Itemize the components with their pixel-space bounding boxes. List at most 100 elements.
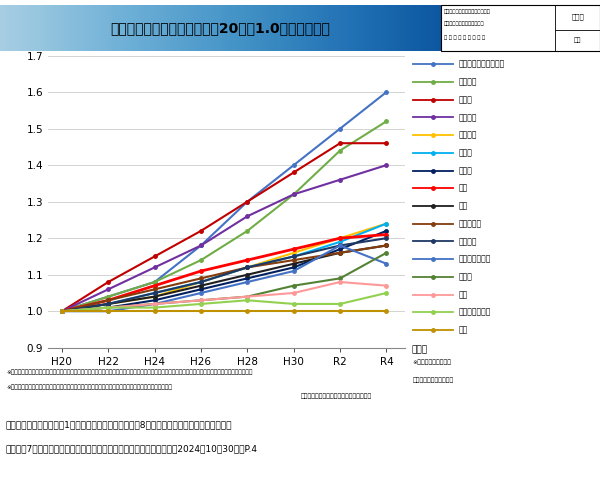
脳神経外科 bbox=[58, 308, 65, 314]
外科 bbox=[58, 308, 65, 314]
放射線科 bbox=[244, 213, 251, 219]
精神科 bbox=[383, 221, 390, 227]
Line: 産科・産婦人科: 産科・産婦人科 bbox=[60, 244, 388, 313]
形成外科 bbox=[58, 308, 65, 314]
Text: 形成外科: 形成外科 bbox=[458, 78, 477, 86]
Line: 整形外科: 整形外科 bbox=[60, 237, 388, 313]
リハビリテーション科 bbox=[290, 162, 298, 168]
眼科 bbox=[151, 301, 158, 307]
Text: 令 和 ６ 年 １ 月 ２ ９ 日: 令 和 ６ 年 １ 月 ２ ９ 日 bbox=[444, 35, 485, 40]
Text: 泌尿器科: 泌尿器科 bbox=[458, 131, 477, 140]
精神科 bbox=[337, 239, 344, 245]
眼科 bbox=[383, 283, 390, 288]
Text: 小児科: 小児科 bbox=[458, 272, 472, 282]
リハビリテーション科 bbox=[151, 279, 158, 285]
形成外科 bbox=[104, 294, 112, 299]
Line: 放射線科: 放射線科 bbox=[60, 163, 388, 313]
泌尿器科 bbox=[151, 294, 158, 299]
総数 bbox=[290, 246, 298, 252]
麻酔科 bbox=[197, 228, 205, 234]
総数 bbox=[197, 268, 205, 274]
リハビリテーション科 bbox=[383, 89, 390, 95]
Text: 選択された診療科を集計: 選択された診療科を集計 bbox=[413, 377, 454, 383]
Text: 精神科: 精神科 bbox=[458, 148, 472, 157]
麻酔科 bbox=[244, 199, 251, 205]
眼科 bbox=[337, 279, 344, 285]
放射線科 bbox=[383, 162, 390, 168]
Text: 整形外科: 整形外科 bbox=[458, 237, 477, 246]
小児科 bbox=[337, 275, 344, 281]
整形外科 bbox=[58, 308, 65, 314]
小児科 bbox=[58, 308, 65, 314]
皮膚科 bbox=[244, 275, 251, 281]
産科・産婦人科 bbox=[104, 308, 112, 314]
リハビリテーション科 bbox=[104, 294, 112, 299]
Text: 脳神経外科: 脳神経外科 bbox=[458, 219, 481, 228]
整形外科 bbox=[383, 235, 390, 241]
脳神経外科 bbox=[197, 275, 205, 281]
総数 bbox=[244, 257, 251, 263]
総数 bbox=[58, 308, 65, 314]
耳鼻いんこう科 bbox=[244, 298, 251, 303]
リハビリテーション科 bbox=[244, 199, 251, 205]
脳神経外科 bbox=[337, 250, 344, 256]
Text: リハビリテーション科: リハビリテーション科 bbox=[458, 60, 505, 69]
形成外科 bbox=[151, 279, 158, 285]
耳鼻いんこう科 bbox=[104, 305, 112, 311]
Line: 総数: 総数 bbox=[60, 233, 388, 313]
リハビリテーション科 bbox=[197, 242, 205, 248]
精神科 bbox=[58, 308, 65, 314]
Text: 耳鼻いんこう科: 耳鼻いんこう科 bbox=[458, 308, 491, 317]
泌尿器科 bbox=[244, 265, 251, 270]
精神科 bbox=[244, 265, 251, 270]
総数 bbox=[337, 235, 344, 241]
外科 bbox=[104, 308, 112, 314]
脳神経外科 bbox=[151, 286, 158, 292]
総数 bbox=[151, 283, 158, 288]
Text: 産科・産婦人科: 産科・産婦人科 bbox=[458, 255, 491, 264]
放射線科 bbox=[151, 265, 158, 270]
眼科 bbox=[244, 294, 251, 299]
脳神経外科 bbox=[244, 265, 251, 270]
整形外科 bbox=[337, 242, 344, 248]
耳鼻いんこう科 bbox=[337, 301, 344, 307]
内科 bbox=[383, 242, 390, 248]
産科・産婦人科 bbox=[58, 308, 65, 314]
産科・産婦人科 bbox=[383, 261, 390, 267]
泌尿器科 bbox=[58, 308, 65, 314]
Line: 皮膚科: 皮膚科 bbox=[60, 229, 388, 313]
形成外科 bbox=[197, 257, 205, 263]
総数 bbox=[104, 298, 112, 303]
小児科 bbox=[104, 305, 112, 311]
精神科 bbox=[197, 279, 205, 285]
外科 bbox=[244, 308, 251, 314]
Line: 外科: 外科 bbox=[60, 310, 388, 313]
総数 bbox=[383, 232, 390, 238]
脳神経外科 bbox=[290, 257, 298, 263]
リハビリテーション科 bbox=[58, 308, 65, 314]
Text: の偏在対策等に関する検討会: の偏在対策等に関する検討会 bbox=[444, 21, 485, 26]
Line: 小児科: 小児科 bbox=[60, 251, 388, 313]
Text: ※内科：内科、呼吸器内科、循環器内科、消化器内科、腎臓内科、脳神経内科、糖尿病内科、血液内科、アレルギー科、リウマチ科、感染症内科、心療内科: ※内科：内科、呼吸器内科、循環器内科、消化器内科、腎臓内科、脳神経内科、糖尿病内… bbox=[6, 369, 253, 375]
放射線科 bbox=[104, 286, 112, 292]
Line: 泌尿器科: 泌尿器科 bbox=[60, 222, 388, 313]
産科・産婦人科 bbox=[244, 279, 251, 285]
Text: ※外科：外科、呼吸器外科、心臓血管外科、乳腺外科、気管食道外科、消化器外科、肛門外科、小児外科: ※外科：外科、呼吸器外科、心臓血管外科、乳腺外科、気管食道外科、消化器外科、肛門… bbox=[6, 384, 172, 390]
Text: ※主たる診療科として: ※主たる診療科として bbox=[413, 359, 452, 365]
泌尿器科 bbox=[197, 279, 205, 285]
整形外科 bbox=[244, 265, 251, 270]
皮膚科 bbox=[290, 265, 298, 270]
形成外科 bbox=[383, 118, 390, 124]
Text: （年）: （年） bbox=[412, 345, 428, 354]
外科 bbox=[337, 308, 344, 314]
リハビリテーション科 bbox=[337, 126, 344, 131]
内科 bbox=[104, 301, 112, 307]
耳鼻いんこう科 bbox=[58, 308, 65, 314]
皮膚科 bbox=[58, 308, 65, 314]
内科 bbox=[151, 294, 158, 299]
耳鼻いんこう科 bbox=[151, 305, 158, 311]
Text: 出典：厚生労働省「資料1　今後の医師偏在対策と令和8年度医学部臨時定員に係る方針につ: 出典：厚生労働省「資料1 今後の医師偏在対策と令和8年度医学部臨時定員に係る方針… bbox=[6, 421, 233, 429]
小児科 bbox=[383, 250, 390, 256]
Text: 麻酔科: 麻酔科 bbox=[458, 95, 472, 104]
Line: 内科: 内科 bbox=[60, 244, 388, 313]
